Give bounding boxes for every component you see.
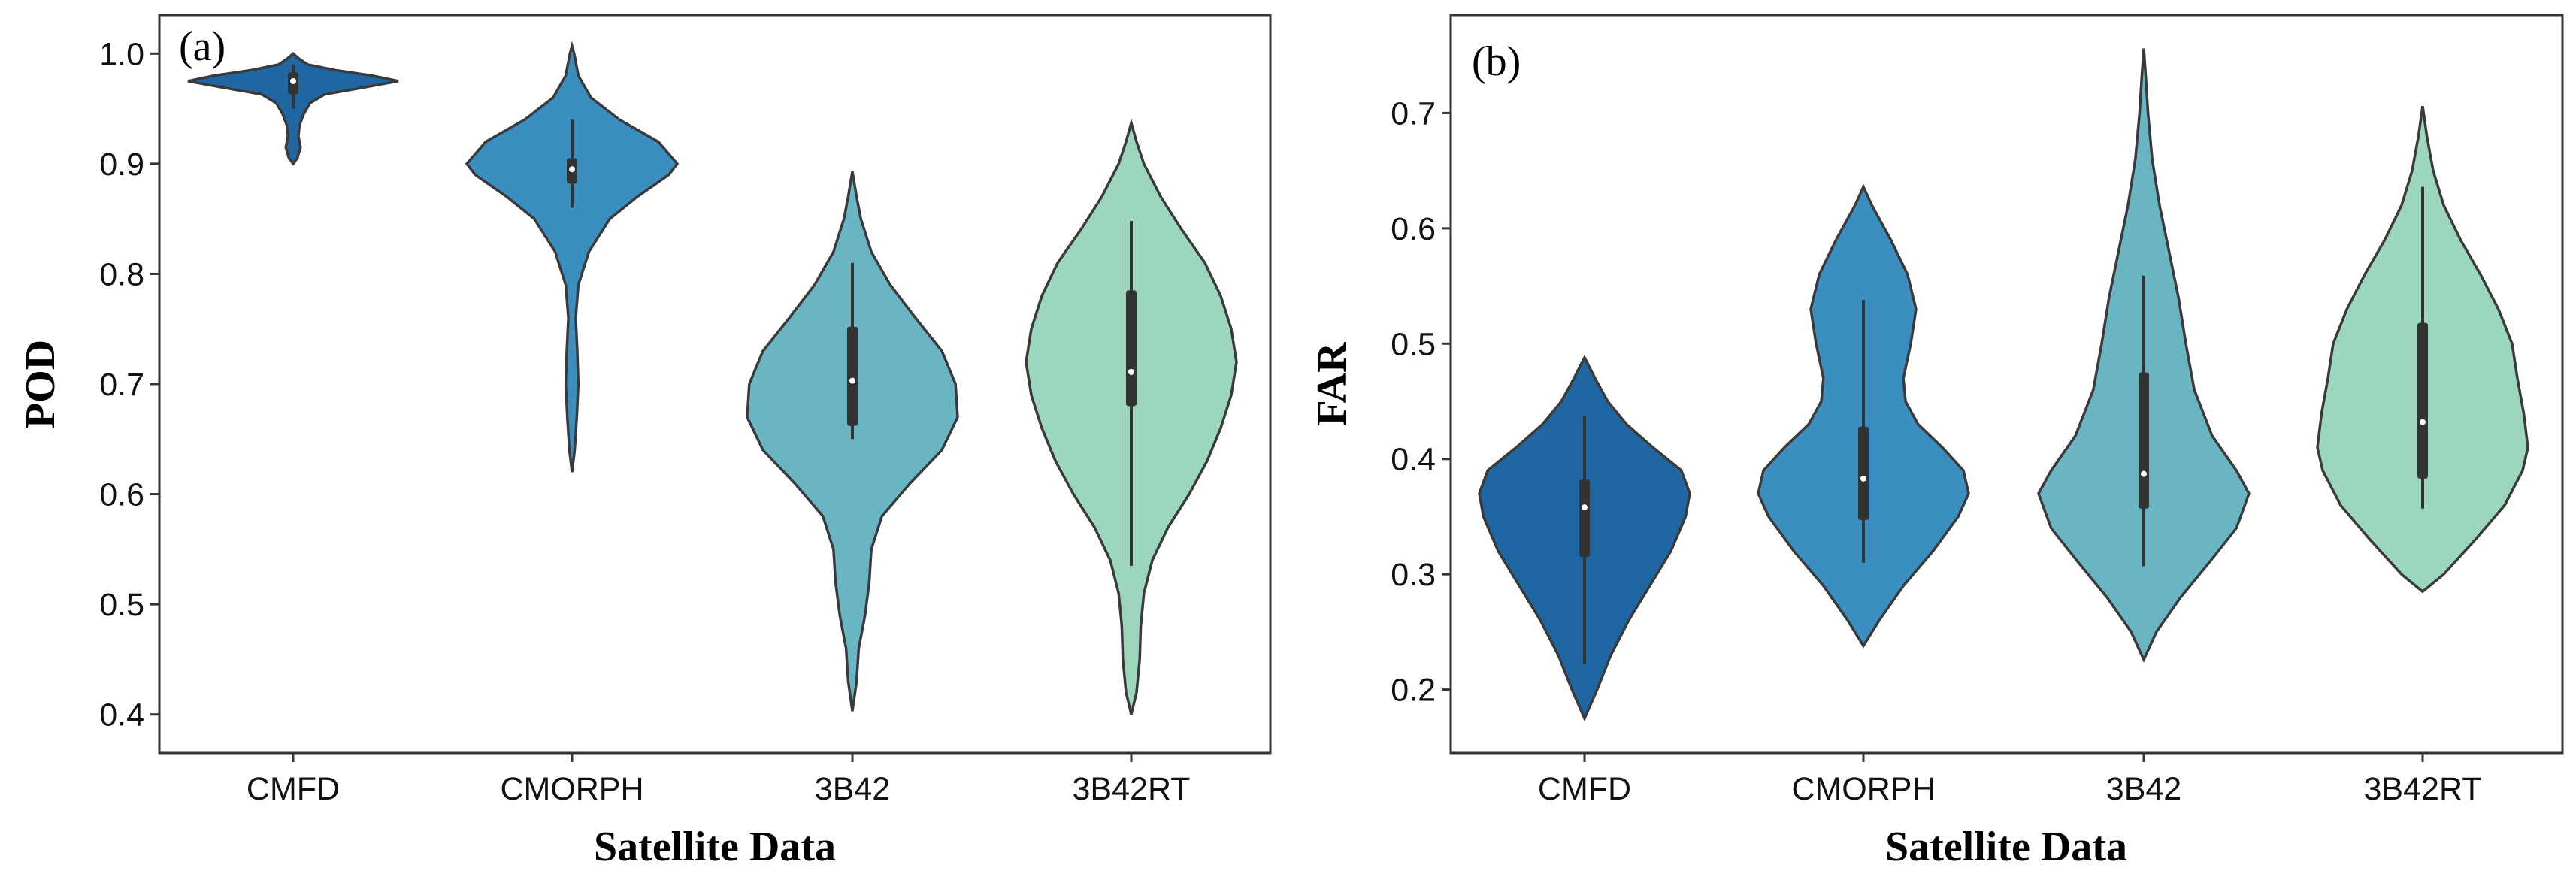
violin-iqr-box bbox=[1126, 290, 1137, 407]
x-tick-label-3b42rt-a: 3B42RT bbox=[1073, 771, 1191, 807]
panel-label-a: (a) bbox=[179, 23, 226, 70]
violin-cmfd-b bbox=[1478, 354, 1691, 722]
y-tick-label-b: 0.5 bbox=[1391, 326, 1436, 362]
violin-median-dot bbox=[569, 166, 575, 173]
y-tick-label-a: 0.4 bbox=[99, 697, 144, 733]
violin-body bbox=[465, 41, 680, 473]
x-tick-label-3b42-a: 3B42 bbox=[815, 771, 890, 807]
violin-body bbox=[187, 51, 399, 166]
x-ticks-b: CMFD CMORPH 3B42 3B42RT bbox=[1538, 753, 2482, 807]
y-axis-title-b: FAR bbox=[1309, 342, 1355, 425]
y-tick-label-b: 0.2 bbox=[1391, 673, 1436, 709]
violin-median-dot bbox=[849, 377, 855, 384]
panel-b-far: 0.20.30.40.50.60.7 CMFD CMORPH 3B42 3B42RT … bbox=[1309, 14, 2564, 870]
x-tick-label-cmorph-a: CMORPH bbox=[500, 771, 643, 807]
x-ticks-a: CMFD CMORPH 3B42 3B42RT bbox=[247, 753, 1191, 807]
x-tick-label-3b42-b: 3B42 bbox=[2106, 771, 2181, 807]
violin-iqr-box bbox=[1858, 426, 1869, 521]
violin-iqr-box bbox=[2417, 322, 2428, 479]
y-tick-label-a: 0.5 bbox=[99, 587, 144, 623]
violin-iqr-box bbox=[847, 326, 858, 426]
x-tick-label-3b42rt-b: 3B42RT bbox=[2364, 771, 2482, 807]
x-tick-label-cmorph-b: CMORPH bbox=[1791, 771, 1935, 807]
y-tick-label-a: 0.9 bbox=[99, 147, 144, 183]
violin-median-dot bbox=[290, 77, 296, 84]
panel-a-pod: 0.4 0.5 0.6 0.7 0.8 0.9 1.0 CMFD CMORPH 3B42 3B42… bbox=[17, 14, 1272, 870]
x-axis-title-a: Satellite Data bbox=[594, 824, 836, 870]
y-tick-label-b: 0.6 bbox=[1391, 211, 1436, 247]
violins-b bbox=[1478, 48, 2529, 722]
violin-3b42rt-a bbox=[1025, 118, 1238, 715]
violin-body bbox=[746, 171, 959, 712]
x-tick-label-cmfd-a: CMFD bbox=[247, 771, 340, 807]
y-tick-label-a: 0.8 bbox=[99, 256, 144, 292]
violin-median-dot bbox=[1128, 368, 1134, 375]
violin-median-dot bbox=[1582, 504, 1588, 511]
y-tick-label-a: 0.6 bbox=[99, 477, 144, 513]
y-tick-label-b: 0.3 bbox=[1391, 557, 1436, 593]
violin-cmorph-a bbox=[465, 41, 680, 473]
violin-cmorph-b bbox=[1757, 183, 1970, 649]
y-tick-label-a: 1.0 bbox=[99, 36, 144, 72]
y-tick-label-b: 0.7 bbox=[1391, 95, 1436, 132]
plot-frame-b bbox=[1449, 14, 2564, 755]
violin-median-dot bbox=[2141, 470, 2147, 477]
x-axis-title-b: Satellite Data bbox=[1885, 824, 2127, 870]
y-axis-title-a: POD bbox=[17, 340, 64, 428]
y-tick-label-a: 0.7 bbox=[99, 367, 144, 403]
y-tick-label-b: 0.4 bbox=[1391, 442, 1436, 478]
panel-label-b: (b) bbox=[1472, 38, 1521, 85]
violin-median-dot bbox=[1860, 475, 1866, 482]
violin-median-dot bbox=[2420, 419, 2426, 425]
violin-3b42-b bbox=[2037, 48, 2251, 663]
violin-cmfd-a bbox=[187, 51, 399, 166]
violin-3b42rt-b bbox=[2316, 105, 2529, 594]
y-ticks-a: 0.4 0.5 0.6 0.7 0.8 0.9 1.0 bbox=[99, 36, 159, 733]
violins-a bbox=[187, 41, 1238, 715]
violin-3b42-a bbox=[746, 171, 959, 712]
y-ticks-b: 0.2 0.3 0.4 0.5 0.6 0.7 bbox=[1391, 95, 1451, 709]
violin-iqr-box bbox=[2139, 372, 2149, 509]
violin-iqr-box bbox=[1579, 479, 1590, 558]
x-tick-label-cmfd-b: CMFD bbox=[1538, 771, 1631, 807]
